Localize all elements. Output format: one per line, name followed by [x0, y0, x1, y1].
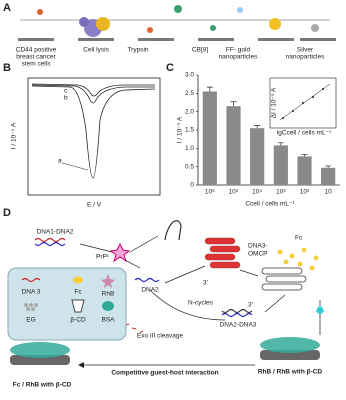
error-bar: [301, 154, 308, 157]
step-label: FF- gold: [226, 47, 251, 54]
y-tick-label: 0.5: [185, 163, 194, 170]
legend-label: Fc: [74, 289, 82, 296]
legend-label: EG: [26, 317, 35, 324]
legend-label: β-CD: [70, 317, 86, 324]
error-bar: [254, 125, 261, 129]
bar: [202, 91, 217, 185]
error-bar: [230, 101, 237, 107]
step-label: Trypsin: [127, 47, 148, 54]
legend-label: RhB: [102, 291, 115, 298]
curve-label: c: [64, 88, 68, 95]
y-tick-label: 1.5: [185, 127, 194, 134]
caption: Competitive guest-host interaction: [111, 370, 218, 377]
step-label: CD44 positive: [16, 47, 57, 54]
x-axis-label: E / V: [87, 202, 102, 209]
panel-b-art: [27, 77, 161, 196]
bar: [273, 145, 288, 185]
caption: Fc / RhB with β-CD: [13, 382, 72, 389]
legend-label: DNA 3: [22, 289, 41, 296]
x-tick-label: 10³: [276, 189, 286, 196]
dna-label: DNA2-DNA3: [220, 322, 257, 329]
legend-label: BSA: [101, 317, 115, 324]
panel-label: A: [3, 2, 11, 14]
error-bar: [206, 86, 213, 92]
panel-label: B: [3, 62, 11, 74]
panel-label: C: [166, 62, 174, 74]
inset-y-label: ΔI / 10⁻⁵ A: [271, 87, 278, 118]
y-tick-label: 1.0: [185, 145, 194, 152]
step-label: nanoparticles: [219, 54, 258, 61]
bar: [250, 128, 265, 185]
caption: RhB / RhB with β-CD: [258, 369, 323, 376]
x-tick-label: 10⁶: [205, 189, 215, 196]
panel-d-art: [7, 220, 324, 368]
inset-art: [269, 77, 337, 129]
panel-label: D: [3, 207, 11, 219]
step-label: Silver: [297, 47, 314, 54]
x-tick-label: 10⁴: [252, 189, 262, 196]
bar: [226, 106, 241, 185]
step-label: Cell lysis: [83, 47, 109, 54]
x-tick-label: 10⁵: [229, 189, 239, 196]
exo-label: Exo III cleavage: [137, 333, 184, 340]
panel-a-art: [18, 5, 336, 41]
x-tick-label: 10²: [300, 189, 310, 196]
step-label: breast cancer: [16, 54, 56, 61]
y-axis-label: I / 10⁻⁵ A: [11, 122, 18, 149]
y-axis-label: I / 10⁻⁵ A: [177, 116, 184, 143]
step-label: CB[8]: [192, 47, 208, 54]
n-cycles-label: N-cycles: [188, 300, 214, 307]
dna-label: DNA1-DNA2: [37, 229, 74, 236]
bar: [297, 156, 312, 185]
dna-label: DNA2: [141, 287, 159, 294]
y-tick-label: 0: [190, 182, 194, 189]
step-label: stem cells: [22, 61, 52, 68]
prime-label: 3': [203, 280, 208, 287]
dna-label: DNA3-: [248, 243, 268, 250]
curve-label: b: [64, 95, 68, 102]
bar: [321, 167, 336, 185]
x-axis-label: Ccell / cells mL⁻¹: [245, 201, 295, 208]
inset-x-label: lgCcell / cells mL⁻¹: [277, 130, 332, 137]
y-tick-label: 3.0: [185, 72, 194, 79]
y-tick-label: 2.0: [185, 108, 194, 115]
curve-label: a: [58, 158, 62, 165]
dna-label: OMCP: [248, 251, 268, 258]
step-label: nanoparticles: [286, 54, 325, 61]
y-tick-label: 2.5: [185, 90, 194, 97]
fc-label: Fc: [295, 235, 303, 242]
error-bar: [277, 142, 284, 146]
prp-label: PrPᶜ: [96, 254, 110, 261]
error-bar: [325, 165, 332, 168]
x-tick-label: 10: [325, 189, 333, 196]
prime-label: 3': [248, 302, 253, 309]
